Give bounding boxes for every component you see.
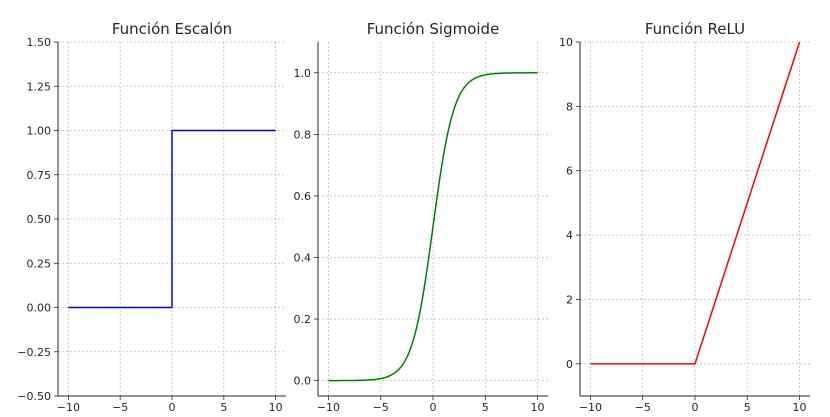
y-tick-label: 1.50	[27, 36, 52, 49]
x-tick-label: 0	[692, 401, 699, 414]
chart-title: Función Escalón	[112, 20, 232, 38]
chart-title: Función ReLU	[645, 20, 745, 38]
x-tick-label: 10	[269, 401, 283, 414]
chart-title: Función Sigmoide	[367, 20, 500, 38]
y-tick-label: 0.75	[27, 169, 52, 182]
x-tick-label: 5	[482, 401, 489, 414]
x-tick-label: 5	[220, 401, 227, 414]
series-line	[68, 129, 276, 309]
x-tick-label: −10	[579, 401, 602, 414]
y-tick-label: 0.0	[294, 375, 312, 388]
y-tick-label: 0.4	[294, 251, 312, 264]
chart-relu-function: Función ReLU −10 −5 0 5 10 0 2 4 6 8 10	[559, 20, 810, 414]
grid	[318, 42, 548, 396]
x-tick-label: −5	[635, 401, 651, 414]
y-tick-label: 1.25	[27, 80, 52, 93]
x-tick-label: 0	[169, 401, 176, 414]
chart-sigmoid-function: Función Sigmoide −10 −5 0 5 10 0.0 0.2 0.4 0.6 0.…	[294, 20, 548, 414]
y-tick-label: 10	[559, 36, 573, 49]
x-tick-label: 10	[793, 401, 807, 414]
x-tick-label: −5	[373, 401, 389, 414]
y-tick-label: 4	[566, 229, 573, 242]
series-line	[590, 41, 801, 365]
y-tick-label: −0.50	[17, 390, 51, 403]
grid	[580, 41, 810, 396]
y-tick-label: 0	[566, 358, 573, 371]
x-tick-label: −10	[57, 401, 80, 414]
y-tick-label: 0.00	[27, 302, 52, 315]
x-tick-label: 0	[430, 401, 437, 414]
x-tick-label: −5	[112, 401, 128, 414]
x-tick-label: −10	[317, 401, 340, 414]
y-tick-label: 6	[566, 165, 573, 178]
y-tick-label: 0.8	[294, 128, 312, 141]
x-tick-label: 5	[744, 401, 751, 414]
series-line	[328, 72, 538, 382]
y-tick-label: 1.0	[294, 67, 312, 80]
y-tick-label: 0.6	[294, 190, 312, 203]
x-tick-label: 10	[531, 401, 545, 414]
y-tick-label: 0.2	[294, 313, 312, 326]
y-tick-label: 1.00	[27, 125, 52, 138]
chart-step-function: Función Escalón −10 −5 0 5 10 −0.50 −0.25 0.00 0…	[17, 20, 286, 414]
y-tick-label: −0.25	[17, 346, 51, 359]
y-tick-label: 2	[566, 293, 573, 306]
y-tick-label: 8	[566, 100, 573, 113]
y-tick-label: 0.25	[27, 257, 52, 270]
y-tick-label: 0.50	[27, 213, 52, 226]
